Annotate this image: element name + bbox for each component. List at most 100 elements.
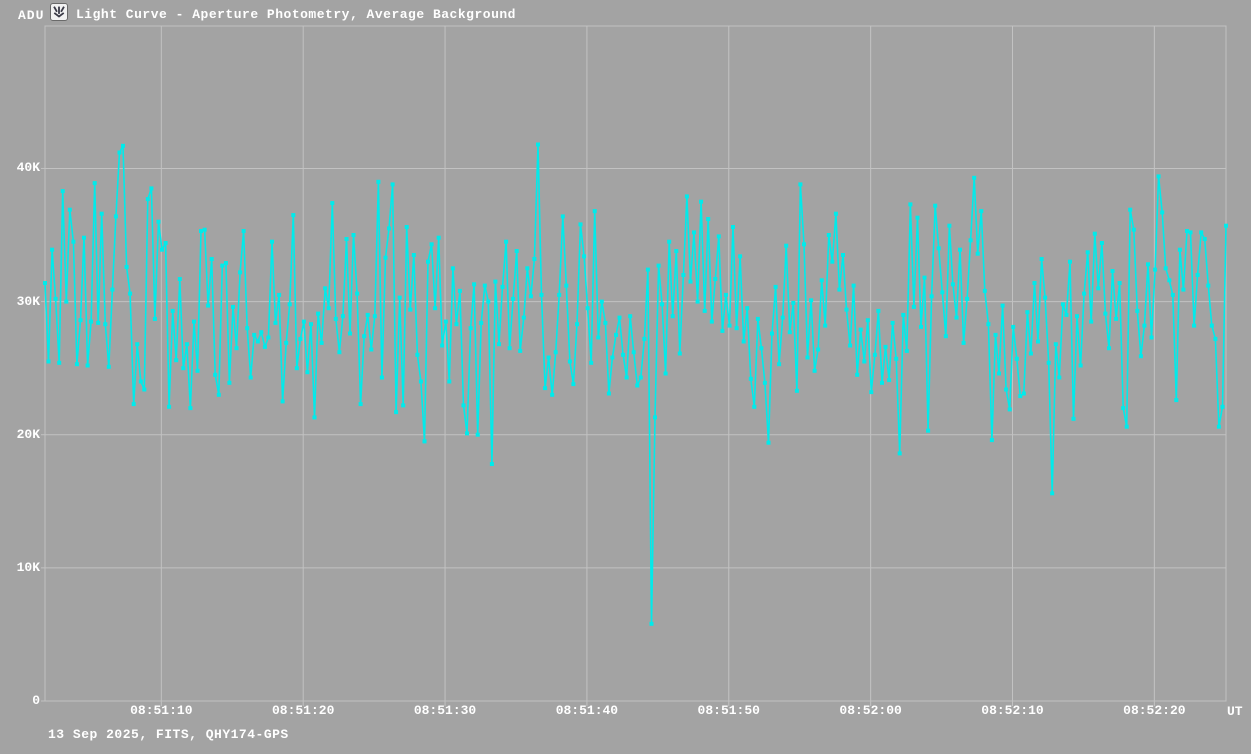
data-point-marker <box>819 278 824 283</box>
data-point-marker <box>1050 491 1055 496</box>
data-point-marker <box>192 319 196 324</box>
data-point-marker <box>1206 283 1211 288</box>
data-point-marker <box>457 288 462 293</box>
data-point-marker <box>1092 231 1097 236</box>
data-point-marker <box>216 392 221 397</box>
data-point-marker <box>745 306 750 311</box>
data-point-marker <box>628 314 633 319</box>
data-point-marker <box>411 253 416 257</box>
data-point-marker <box>401 403 406 408</box>
data-point-marker <box>631 350 636 355</box>
data-point-marker <box>199 229 203 233</box>
data-point-marker <box>326 306 331 311</box>
data-point-marker <box>553 350 558 355</box>
data-point-marker <box>67 207 72 212</box>
data-point-marker <box>1163 266 1168 271</box>
data-point-marker <box>809 298 814 303</box>
data-point-marker <box>152 316 157 321</box>
data-point-marker <box>539 292 544 297</box>
data-point-marker <box>227 380 232 385</box>
data-point-marker <box>887 378 892 383</box>
data-point-marker <box>897 451 902 456</box>
data-point-marker <box>670 314 675 319</box>
data-point-marker <box>1174 398 1179 403</box>
data-point-marker <box>1089 319 1094 324</box>
data-point-marker <box>493 279 498 284</box>
data-point-marker <box>528 294 533 299</box>
data-point-marker <box>926 428 931 433</box>
data-point-marker <box>709 319 714 324</box>
data-point-marker <box>706 217 711 221</box>
data-point-marker <box>1060 302 1065 307</box>
data-point-marker <box>1216 424 1221 429</box>
data-point-marker <box>138 379 143 384</box>
data-point-marker <box>131 402 136 407</box>
data-point-marker <box>550 392 555 397</box>
data-point-marker <box>96 320 101 325</box>
data-point-marker <box>596 335 601 340</box>
data-point-marker <box>259 330 264 335</box>
data-point-marker <box>1075 314 1079 319</box>
data-point-marker <box>245 326 250 331</box>
data-point-marker <box>99 211 104 216</box>
x-tick-label: 08:51:50 <box>697 703 760 718</box>
data-point-marker <box>234 346 239 351</box>
data-point-marker <box>103 322 108 327</box>
data-point-marker <box>904 348 909 353</box>
data-point-marker <box>156 219 161 224</box>
data-point-marker <box>908 202 913 207</box>
data-point-marker <box>975 251 980 256</box>
data-point-marker <box>309 322 313 327</box>
data-point-marker <box>940 290 945 295</box>
data-point-marker <box>280 399 285 404</box>
data-point-marker <box>415 352 420 357</box>
data-point-marker <box>64 299 69 304</box>
data-point-marker <box>1213 336 1218 341</box>
data-point-marker <box>755 316 760 321</box>
x-tick-label: 08:51:30 <box>413 703 477 718</box>
data-point-marker <box>433 306 438 311</box>
data-point-marker <box>46 359 51 364</box>
data-point-marker <box>837 287 842 292</box>
data-point-marker <box>972 175 977 180</box>
data-point-marker <box>575 322 579 327</box>
light-curve-line <box>44 143 1227 625</box>
data-point-marker <box>826 233 831 237</box>
data-point-marker <box>635 383 640 388</box>
data-point-marker <box>1032 281 1037 285</box>
y-tick-label: 10K <box>16 559 40 575</box>
data-point-marker <box>950 282 955 287</box>
data-point-marker <box>720 328 725 333</box>
data-point-marker <box>603 320 608 325</box>
data-point-marker <box>862 359 867 364</box>
data-point-marker <box>252 332 257 337</box>
data-point-marker <box>997 371 1001 376</box>
data-point-marker <box>511 296 516 301</box>
data-point-marker <box>220 263 225 268</box>
data-point-marker <box>1082 291 1087 296</box>
data-point-marker <box>731 225 735 229</box>
data-point-marker <box>89 319 94 324</box>
data-point-marker <box>989 438 994 443</box>
data-point-marker <box>53 296 58 301</box>
data-point-marker <box>482 283 487 288</box>
data-point-marker <box>468 326 473 331</box>
data-point-marker <box>397 295 402 300</box>
data-point-marker <box>1071 416 1076 421</box>
data-point-marker <box>599 299 604 304</box>
data-point-marker <box>1220 404 1225 409</box>
data-point-marker <box>1117 281 1122 285</box>
data-point-marker <box>855 372 860 377</box>
data-point-marker <box>323 286 328 291</box>
data-point-marker <box>794 388 799 393</box>
data-point-marker <box>348 331 352 336</box>
data-point-marker <box>238 270 243 275</box>
data-point-marker <box>954 315 959 320</box>
data-point-marker <box>883 344 888 349</box>
data-point-marker <box>752 404 757 409</box>
data-point-marker <box>454 322 459 327</box>
data-point-marker <box>1028 351 1033 356</box>
data-point-marker <box>738 254 743 259</box>
data-point-marker <box>1007 407 1012 412</box>
